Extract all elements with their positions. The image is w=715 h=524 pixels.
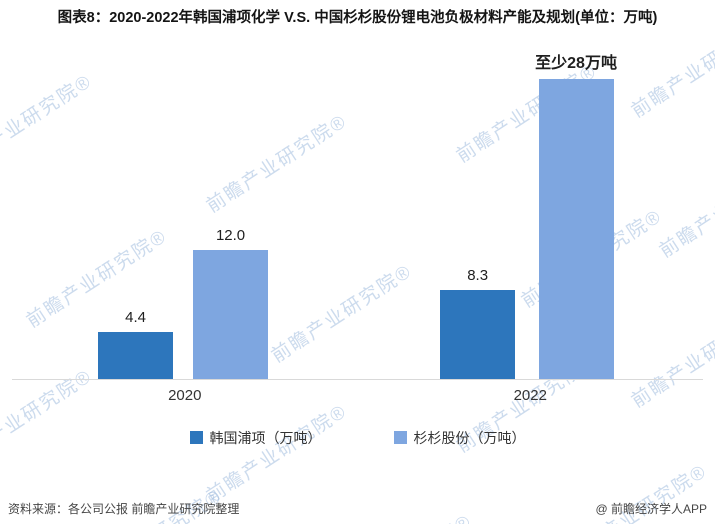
chart-title: 图表8：2020-2022年韩国浦项化学 V.S. 中国杉杉股份锂电池负极材料产… [57, 10, 658, 26]
category-group-2022: 8.3 至少28万吨 [440, 49, 617, 379]
bar-series-0-2020 [98, 331, 174, 379]
plot-wrap: 4.4 12.0 8.3 至少28万吨 2020 2022 [12, 30, 703, 404]
bar-value-label: 4.4 [125, 308, 146, 326]
tick-row: 2020 2022 [12, 387, 703, 404]
plot-area: 4.4 12.0 8.3 至少28万吨 [12, 50, 703, 380]
bar-series-1-2022 [538, 78, 614, 379]
legend-swatch [189, 431, 203, 445]
bar-value-label: 8.3 [467, 266, 489, 284]
bar-column: 8.3 [440, 266, 516, 379]
category-group-2020: 4.4 12.0 [98, 227, 269, 379]
bar-value-label: 12.0 [215, 227, 246, 245]
x-tick-2020: 2020 [168, 386, 202, 404]
legend-label: 韩国浦项（万吨） [209, 429, 322, 446]
bar-column: 至少28万吨 [535, 49, 617, 379]
source-note: 资料来源：各公司公报 前瞻产业研究院整理 [8, 502, 240, 516]
x-tick-2022: 2022 [513, 386, 547, 404]
bar-value-label: 至少28万吨 [535, 54, 617, 72]
legend: 韩国浦项（万吨） 杉杉股份（万吨） [0, 428, 715, 448]
footer: 资料来源：各公司公报 前瞻产业研究院整理 @ 前瞻经济学人APP [0, 500, 715, 524]
bar-column: 4.4 [98, 308, 174, 379]
legend-item: 韩国浦项（万吨） [189, 428, 322, 448]
legend-item: 杉杉股份（万吨） [393, 428, 526, 448]
bar-series-0-2022 [440, 289, 516, 379]
legend-label: 杉杉股份（万吨） [413, 429, 526, 446]
bar-column: 12.0 [193, 227, 269, 379]
legend-swatch [393, 431, 407, 445]
bar-series-1-2020 [193, 250, 269, 379]
app-credit: @ 前瞻经济学人APP [595, 502, 707, 516]
